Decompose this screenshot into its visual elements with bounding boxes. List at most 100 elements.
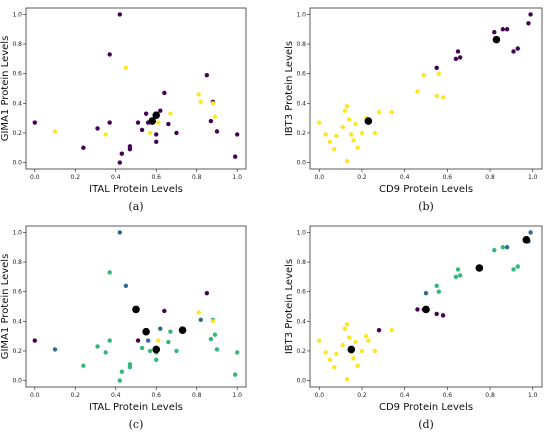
data-point — [196, 92, 201, 97]
cluster-center — [152, 345, 161, 354]
data-point — [440, 313, 446, 318]
data-point — [117, 12, 123, 17]
data-point — [123, 65, 129, 70]
y-tick-label: 0.2 — [296, 130, 306, 137]
data-point — [117, 378, 123, 383]
data-point — [342, 326, 348, 331]
data-point — [434, 93, 439, 99]
panel-caption: (b) — [418, 200, 434, 213]
cluster-center — [132, 305, 140, 314]
data-point — [32, 120, 37, 125]
data-point — [351, 138, 356, 143]
y-tick-label: 0.2 — [12, 348, 22, 355]
data-point — [317, 120, 322, 125]
x-tick-label: 1.0 — [232, 174, 242, 181]
y-axis-label: GIMA1 Protein Levels — [0, 254, 11, 360]
data-point — [492, 30, 497, 35]
x-tick-label: 0.0 — [30, 174, 40, 181]
y-tick-label: 0.2 — [12, 130, 22, 137]
cluster-center — [364, 117, 373, 125]
y-tick-label: 0.6 — [12, 289, 22, 296]
data-point — [455, 267, 461, 272]
data-point — [436, 289, 442, 294]
panel-d: CD9 Protein Levels IBT3 Protein Levels (… — [284, 225, 543, 431]
y-tick-label: 0.0 — [12, 378, 22, 385]
data-point — [119, 369, 125, 374]
panel-caption: (a) — [128, 200, 143, 213]
data-point — [208, 118, 214, 124]
x-tick-label: 0.0 — [315, 392, 325, 399]
data-point — [376, 109, 382, 115]
data-point — [332, 147, 337, 152]
data-point — [174, 130, 179, 136]
data-point — [346, 335, 352, 340]
data-point — [210, 319, 216, 324]
x-tick-label: 1.0 — [528, 174, 538, 181]
data-point — [344, 158, 350, 164]
data-point — [504, 27, 510, 32]
y-tick-label: 1.0 — [296, 11, 306, 18]
plot-frame — [309, 225, 543, 388]
data-point — [196, 310, 201, 315]
y-tick-label: 0.0 — [296, 378, 306, 385]
data-point — [204, 290, 210, 296]
data-point — [515, 46, 520, 51]
data-point — [210, 101, 216, 106]
data-point — [344, 376, 350, 382]
data-point — [145, 338, 151, 343]
plot-frame — [25, 7, 247, 170]
data-point — [208, 336, 214, 342]
panel-caption: (c) — [129, 418, 144, 431]
data-point — [351, 356, 356, 361]
y-tick-label: 0.0 — [12, 160, 22, 167]
data-point — [366, 338, 371, 343]
data-point — [415, 89, 420, 94]
data-point — [139, 345, 145, 351]
data-point — [52, 129, 58, 134]
data-point — [457, 55, 463, 60]
y-tick-label: 0.0 — [296, 160, 306, 167]
data-point — [156, 338, 161, 343]
x-tick-label: 0.4 — [111, 392, 121, 399]
y-tick-label: 0.8 — [12, 41, 22, 48]
data-point — [158, 108, 163, 113]
data-point — [515, 264, 520, 269]
data-point — [95, 344, 100, 349]
data-point — [457, 273, 463, 278]
data-point — [332, 365, 337, 370]
data-point — [135, 338, 141, 343]
data-point — [135, 120, 141, 125]
data-point — [323, 350, 328, 355]
x-axis-label: ITAL Protein Levels — [89, 402, 183, 413]
x-tick-label: 0.6 — [151, 174, 161, 181]
data-point — [327, 139, 333, 145]
cluster-center — [347, 345, 356, 354]
x-tick-label: 1.0 — [528, 392, 538, 399]
data-point — [415, 307, 420, 312]
panel-b: CD9 Protein Levels IBT3 Protein Levels (… — [284, 7, 543, 213]
data-point — [500, 27, 506, 32]
data-point — [423, 290, 429, 296]
cluster-center — [475, 264, 484, 272]
data-point — [346, 117, 352, 122]
x-tick-label: 0.8 — [192, 174, 202, 181]
data-point — [235, 132, 240, 137]
data-point — [340, 342, 345, 348]
x-tick-label: 0.0 — [315, 174, 325, 181]
data-point — [434, 283, 439, 288]
data-point — [119, 151, 125, 156]
data-point — [528, 12, 533, 17]
x-axis-label: ITAL Protein Levels — [89, 184, 183, 195]
data-point — [156, 120, 161, 125]
data-point — [436, 71, 442, 76]
panel-a: ITAL Protein Levels GIMA1 Protein Levels… — [0, 7, 247, 213]
y-tick-label: 0.4 — [296, 318, 306, 325]
data-point — [117, 160, 123, 165]
y-tick-label: 0.6 — [12, 71, 22, 78]
y-axis-label: IBT3 Protein Levels — [284, 41, 295, 136]
y-tick-label: 0.8 — [296, 259, 306, 266]
data-point — [174, 348, 179, 354]
data-point — [212, 332, 218, 337]
cluster-center — [178, 326, 187, 334]
data-point — [526, 21, 531, 26]
